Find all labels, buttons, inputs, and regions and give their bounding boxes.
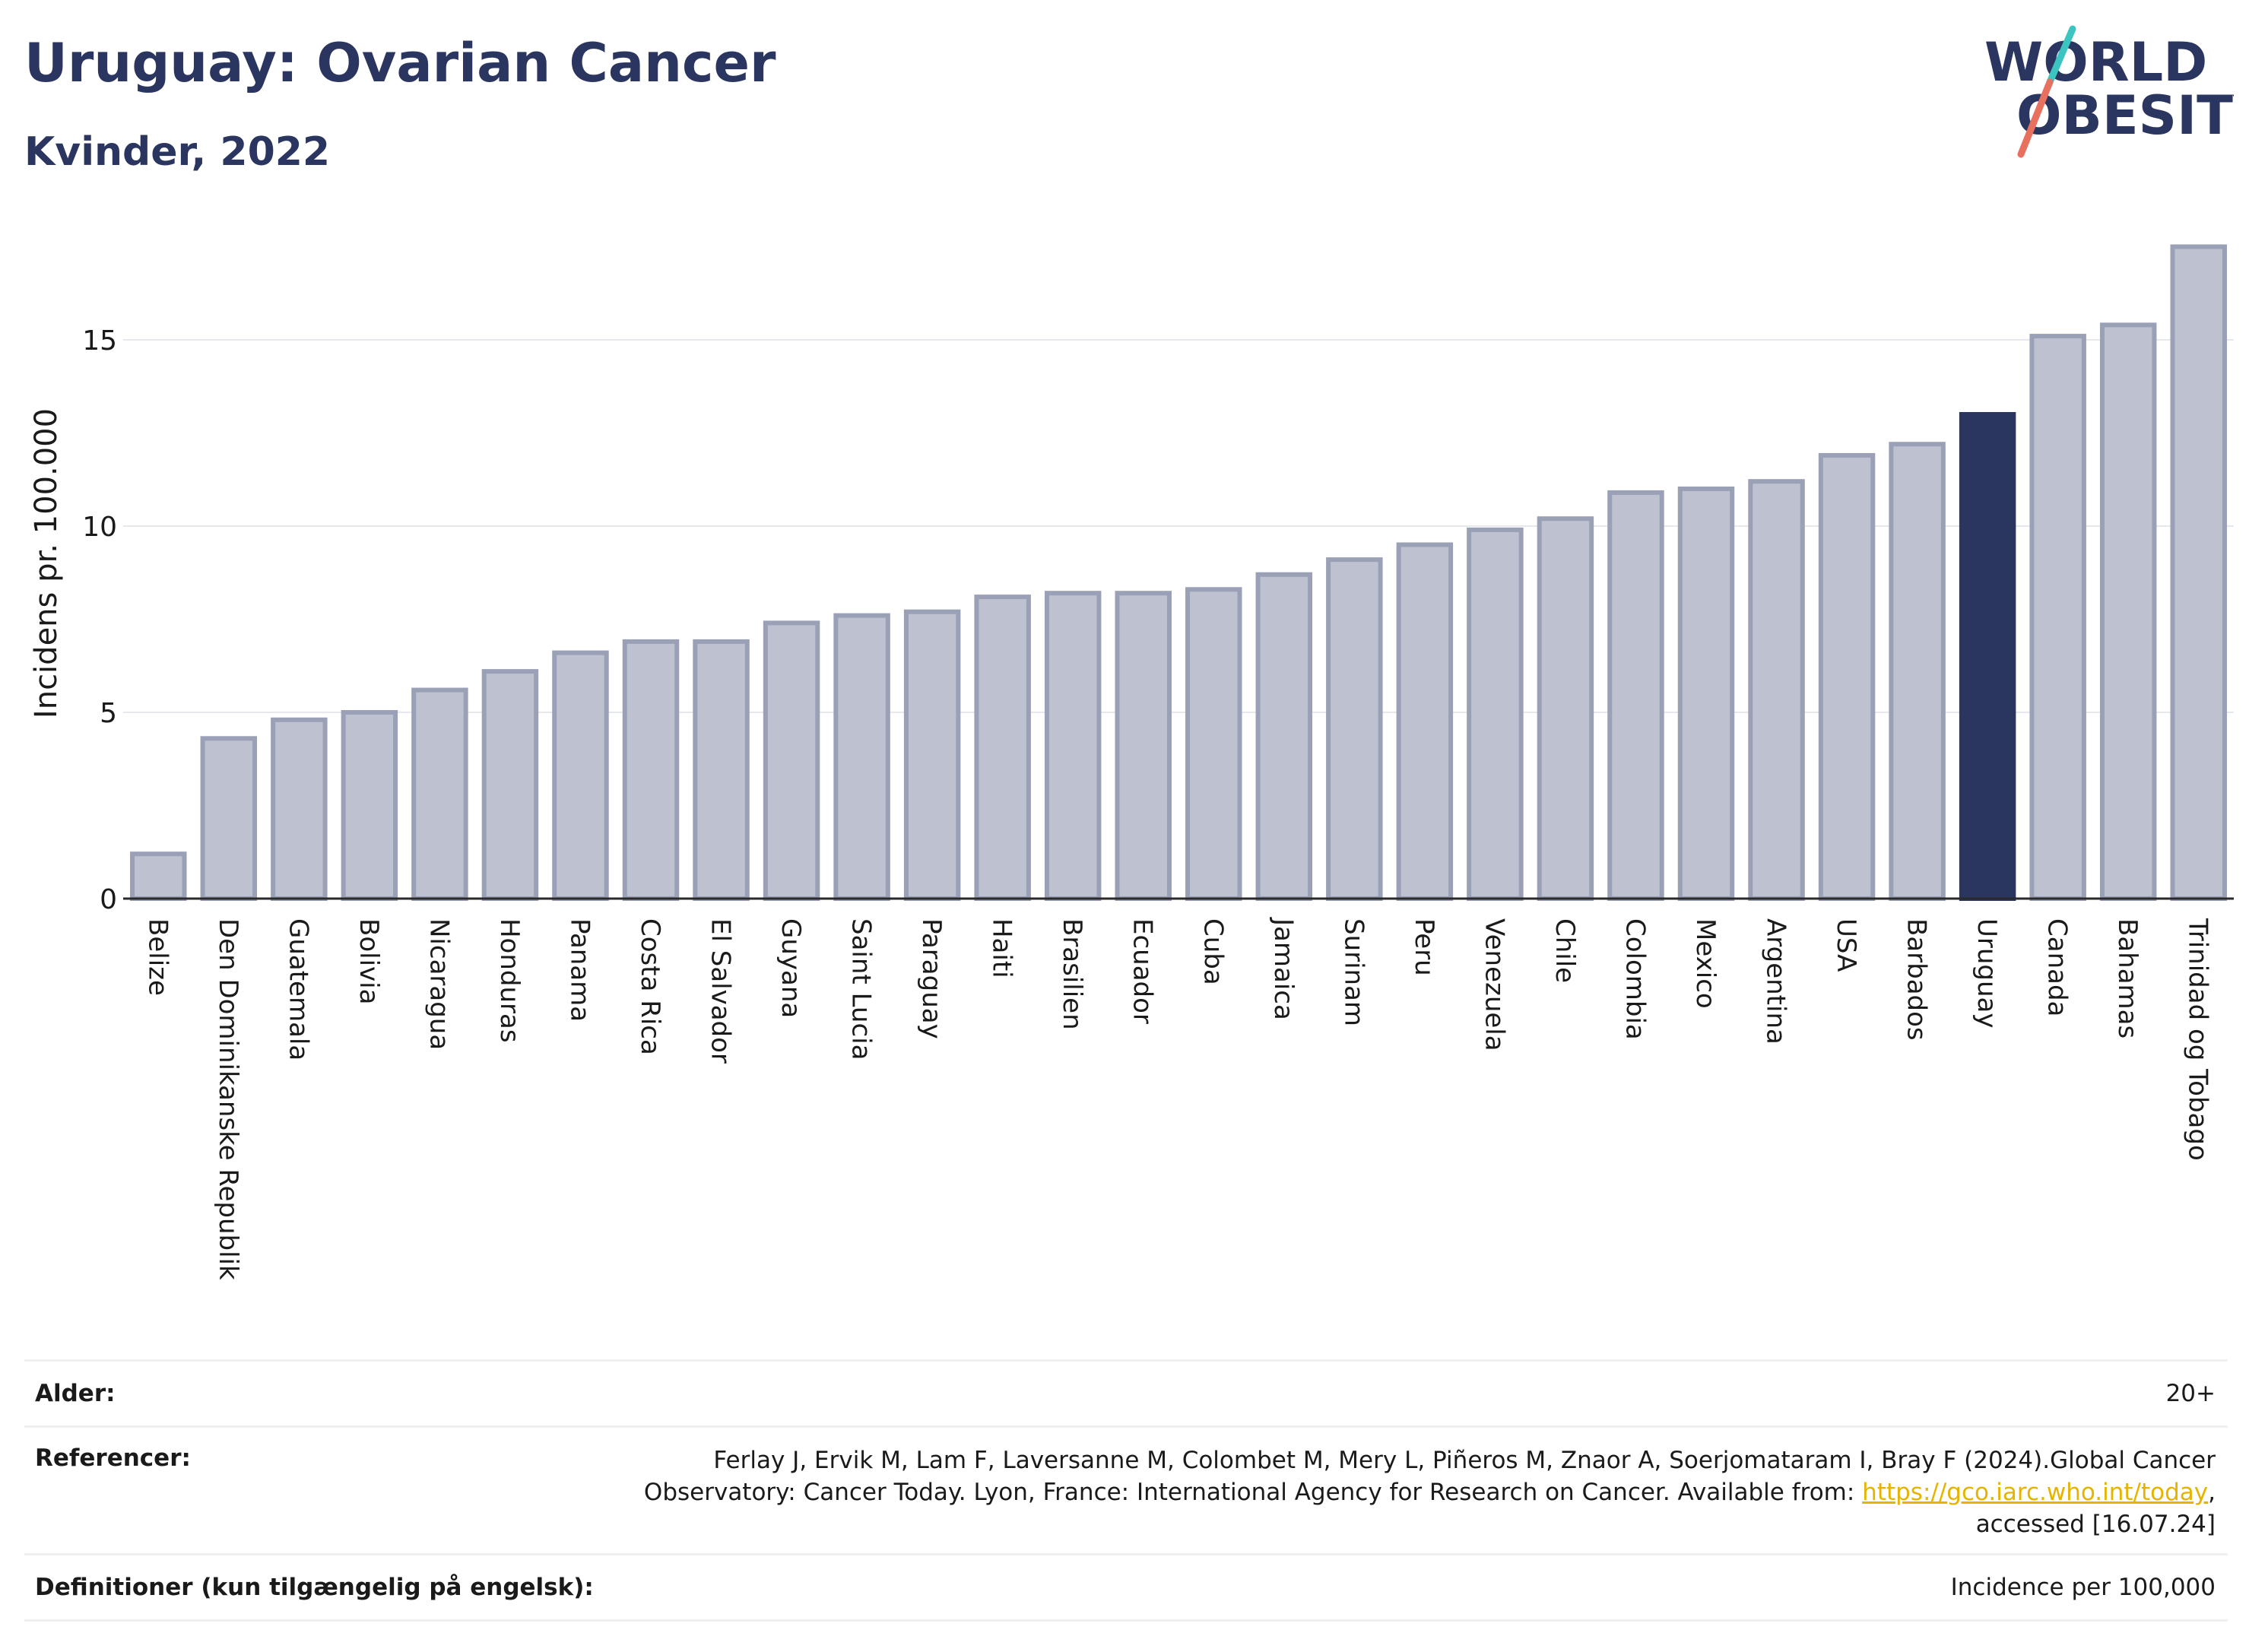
bar-uruguay <box>1959 412 2016 901</box>
bar-argentina <box>1748 479 1805 901</box>
x-tick-label: Paraguay <box>916 918 947 1039</box>
x-tick-label: Barbados <box>1902 918 1932 1041</box>
footer-row-age: Alder: 20+ <box>24 1359 2228 1425</box>
logo-text-obesity: OBESITY <box>2016 84 2234 147</box>
bar-canada <box>2029 334 2086 902</box>
logo-slash-coral <box>2017 78 2054 158</box>
bar-jamaica <box>1255 572 1313 901</box>
x-tick-label: Bahamas <box>2112 918 2143 1038</box>
footer-table: Alder: 20+ Referencer: Ferlay J, Ervik M… <box>24 1359 2228 1622</box>
world-obesity-logo: WORLD OBESITY <box>1984 25 2234 158</box>
references-text: Ferlay J, Ervik M, Lam F, Laversanne M, … <box>643 1447 2216 1506</box>
age-label: Alder: <box>35 1380 116 1407</box>
x-tick-label: Uruguay <box>1971 918 2002 1029</box>
bar-usa <box>1818 452 1876 901</box>
bar-cuba <box>1185 587 1242 901</box>
bar-barbados <box>1889 442 1946 901</box>
x-tick-label: Bolivia <box>354 918 384 1004</box>
bar-costa-rica <box>622 639 680 902</box>
bar-mexico <box>1677 487 1735 901</box>
chart-title: Uruguay: Ovarian Cancer <box>24 32 776 94</box>
chart-subtitle: Kvinder, 2022 <box>24 129 331 175</box>
bar-bahamas <box>2099 322 2157 901</box>
y-tick-label: 5 <box>100 698 117 729</box>
x-tick-label: Nicaragua <box>423 918 454 1050</box>
references-link[interactable]: https://gco.iarc.who.int/today <box>1862 1479 2209 1506</box>
bar-bolivia <box>341 710 398 901</box>
bar-belize <box>130 851 187 902</box>
y-tick-label: 15 <box>82 325 117 357</box>
x-tick-label: Venezuela <box>1479 918 1509 1051</box>
definitions-value: Incidence per 100,000 <box>1950 1574 2216 1601</box>
x-tick-label: Panama <box>564 918 595 1022</box>
x-tick-label: Canada <box>2042 918 2073 1016</box>
y-axis-label: Incidens pr. 100.000 <box>29 408 64 718</box>
bar-trinidad-og-tobago <box>2170 244 2227 901</box>
x-tick-label: Cuba <box>1197 918 1228 985</box>
x-tick-label: Belize <box>142 918 173 996</box>
x-tick-label: Mexico <box>1690 918 1721 1009</box>
bar-brasilien <box>1044 591 1102 901</box>
x-tick-label: Haiti <box>987 918 1017 978</box>
x-tick-label: Argentina <box>1761 918 1791 1045</box>
bar-panama <box>552 650 609 901</box>
bar-paraguay <box>903 609 961 901</box>
definitions-label: Definitioner (kun tilgængelig på engelsk… <box>35 1574 594 1601</box>
bar-den-dominikanske-republik <box>200 736 258 901</box>
footer-row-definitions: Definitioner (kun tilgængelig på engelsk… <box>24 1553 2228 1622</box>
x-tick-label: Colombia <box>1619 918 1650 1040</box>
x-tick-label: Surinam <box>1338 918 1369 1026</box>
x-tick-label: Honduras <box>494 918 525 1043</box>
x-axis-labels: Belize Den Dominikanske Republik Guatemala… <box>142 917 2213 1280</box>
y-tick-label: 0 <box>100 884 117 915</box>
x-tick-label: Trinidad og Tobago <box>2183 918 2213 1161</box>
bar-guyana <box>763 620 820 902</box>
footer-row-references: Referencer: Ferlay J, Ervik M, Lam F, La… <box>24 1425 2228 1553</box>
x-tick-label: Brasilien <box>1057 918 1087 1030</box>
bar-surinam <box>1326 557 1383 901</box>
bar-haiti <box>974 595 1031 901</box>
x-tick-label: El Salvador <box>706 918 736 1064</box>
age-value: 20+ <box>2165 1380 2216 1407</box>
bar-saint-lucia <box>833 613 890 901</box>
bar-guatemala <box>271 717 328 901</box>
bar-nicaragua <box>411 687 468 901</box>
logo-slash-teal <box>2046 25 2076 86</box>
references-value: Ferlay J, Ervik M, Lam F, Laversanne M, … <box>588 1444 2228 1540</box>
x-tick-label: Den Dominikanske Republik <box>213 918 243 1280</box>
bar-peru <box>1396 542 1454 901</box>
x-tick-label: Peru <box>1409 918 1439 976</box>
x-tick-label: Jamaica <box>1268 917 1299 1020</box>
bar-chart: 0 5 10 15 Belize Den Dominikanske Republik Gu… <box>29 244 2234 1280</box>
y-tick-label: 10 <box>82 512 117 543</box>
bar-ecuador <box>1115 591 1172 901</box>
references-label: Referencer: <box>35 1444 191 1472</box>
x-tick-label: Costa Rica <box>635 918 665 1055</box>
x-tick-label: Chile <box>1550 918 1580 983</box>
logo-text-world: WORLD <box>1984 31 2207 94</box>
bar-venezuela <box>1467 527 1524 901</box>
y-axis-ticks: 0 5 10 15 <box>82 325 117 915</box>
bar-el-salvador <box>693 639 750 902</box>
x-tick-label: USA <box>1831 918 1861 972</box>
bar-honduras <box>481 669 539 901</box>
x-tick-label: Ecuador <box>1128 918 1158 1024</box>
x-tick-label: Guatemala <box>283 918 313 1061</box>
bar-colombia <box>1607 490 1664 901</box>
x-tick-label: Guyana <box>776 918 806 1018</box>
references-accessed: , accessed [16.07.24] <box>1975 1479 2216 1538</box>
bars <box>130 244 2227 902</box>
x-tick-label: Saint Lucia <box>846 918 877 1060</box>
bar-chile <box>1537 516 1594 901</box>
